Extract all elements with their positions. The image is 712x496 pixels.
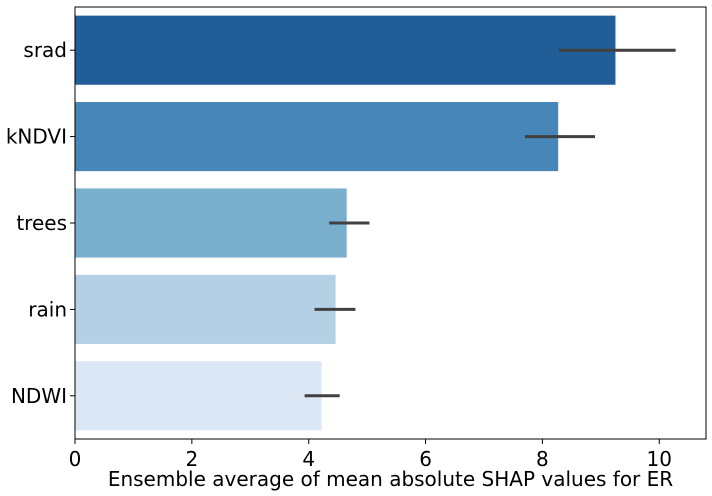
x-tick-label-8: 8: [536, 447, 549, 471]
bar-rain: [75, 274, 336, 344]
bar-kndvi: [75, 102, 559, 172]
bars-group: [75, 15, 616, 431]
y-tick-label-trees: trees: [16, 211, 67, 235]
bar-trees: [75, 188, 347, 258]
x-axis: 0 2 4 6 8 10: [69, 439, 672, 471]
x-axis-label: Ensemble average of mean absolute SHAP v…: [108, 467, 673, 491]
y-tick-label-kndvi: kNDVI: [6, 125, 67, 149]
y-tick-label-rain: rain: [28, 297, 67, 321]
x-tick-label-6: 6: [419, 447, 432, 471]
y-tick-label-srad: srad: [23, 38, 67, 62]
y-axis: srad kNDVI trees rain NDWI: [6, 38, 75, 408]
x-tick-label-10: 10: [647, 447, 672, 471]
x-tick-label-2: 2: [185, 447, 198, 471]
x-tick-label-0: 0: [69, 447, 82, 471]
x-tick-label-4: 4: [302, 447, 315, 471]
error-bars-group: [304, 48, 676, 398]
bar-ndwi: [75, 361, 322, 431]
bar-srad: [75, 15, 616, 85]
y-tick-label-ndwi: NDWI: [11, 384, 67, 408]
